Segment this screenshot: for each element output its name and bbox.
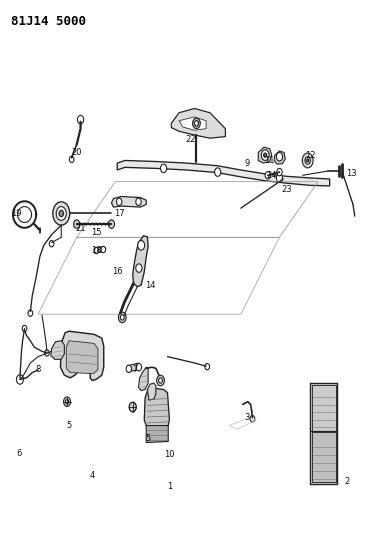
Circle shape [215,168,221,176]
Circle shape [63,397,70,407]
Polygon shape [274,151,285,164]
Text: 24: 24 [266,171,277,180]
Polygon shape [51,341,64,359]
Polygon shape [60,331,104,381]
Polygon shape [117,160,330,186]
Circle shape [56,207,66,220]
Circle shape [159,378,163,383]
Text: 21: 21 [75,224,86,233]
Circle shape [109,220,114,228]
Circle shape [277,168,282,176]
Circle shape [305,157,310,164]
Circle shape [22,325,27,332]
Text: 3: 3 [244,413,249,422]
Circle shape [157,375,165,386]
Circle shape [138,240,145,250]
Polygon shape [147,383,156,400]
Polygon shape [310,383,337,484]
Text: 17: 17 [114,209,124,218]
Text: 11: 11 [265,156,275,165]
Text: 1: 1 [167,482,172,491]
Text: 23: 23 [282,185,293,194]
Circle shape [94,247,99,254]
Text: 8: 8 [35,366,41,374]
Polygon shape [312,385,336,431]
Circle shape [129,402,136,412]
Circle shape [77,115,84,124]
Text: 18: 18 [91,246,101,255]
Text: 20: 20 [72,148,82,157]
Circle shape [17,376,23,383]
Circle shape [276,152,282,161]
Circle shape [194,120,198,126]
Polygon shape [128,363,140,372]
Circle shape [74,220,80,228]
Circle shape [118,312,126,322]
Circle shape [120,315,124,320]
Circle shape [136,364,142,371]
Text: 5: 5 [67,421,72,430]
Polygon shape [258,147,272,163]
Text: 10: 10 [164,450,175,459]
Circle shape [193,118,200,128]
Polygon shape [133,236,148,287]
Polygon shape [312,432,336,482]
Circle shape [136,198,141,206]
Circle shape [302,153,313,168]
Circle shape [45,350,49,356]
Text: 22: 22 [186,135,196,144]
Circle shape [116,198,122,206]
Text: 13: 13 [345,169,356,178]
Polygon shape [171,109,225,138]
Polygon shape [138,367,148,391]
Text: 15: 15 [91,228,101,237]
Text: 12: 12 [305,151,315,160]
Circle shape [28,310,33,317]
Circle shape [250,416,255,422]
Circle shape [65,400,68,404]
Text: 9: 9 [244,159,249,167]
Circle shape [276,174,282,182]
Circle shape [129,402,136,412]
Circle shape [53,202,70,225]
Text: 2: 2 [344,477,350,486]
Text: 81J14 5000: 81J14 5000 [11,14,86,28]
Polygon shape [179,117,206,130]
Circle shape [265,172,271,179]
Text: 16: 16 [112,268,123,276]
Circle shape [131,405,134,409]
Text: 19: 19 [12,209,22,218]
Polygon shape [144,389,169,428]
Polygon shape [112,197,146,207]
Circle shape [307,159,309,162]
Polygon shape [94,246,106,253]
Circle shape [16,375,23,384]
Circle shape [126,365,131,373]
Text: 4: 4 [89,471,95,480]
Circle shape [264,153,267,157]
Text: 5: 5 [145,434,151,443]
Polygon shape [66,341,98,374]
Circle shape [205,364,210,370]
Circle shape [101,246,106,253]
Circle shape [136,264,142,272]
Text: 6: 6 [16,449,21,458]
Text: 7: 7 [132,366,137,374]
Circle shape [161,164,167,173]
Polygon shape [146,425,168,442]
Text: 14: 14 [145,280,155,289]
Circle shape [261,150,269,160]
Circle shape [49,240,54,247]
Circle shape [69,156,74,163]
Circle shape [59,211,63,216]
